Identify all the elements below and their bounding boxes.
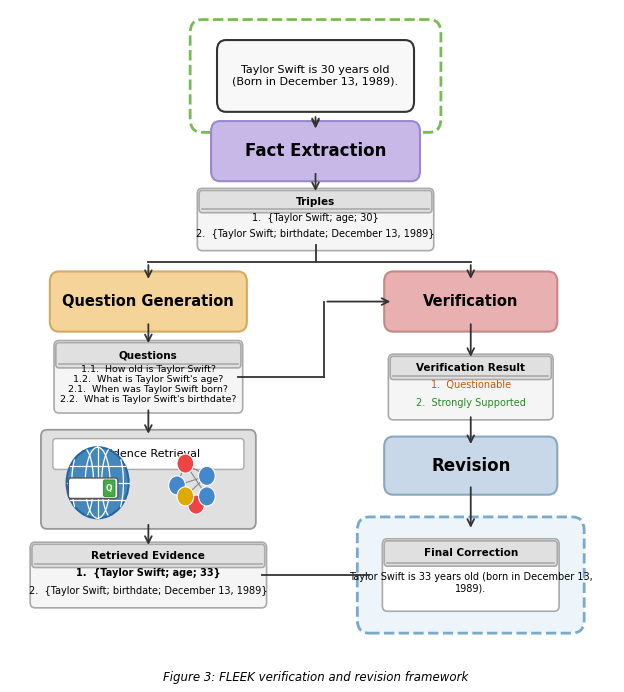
Text: 2.  {Taylor Swift; birthdate; December 13, 1989}: 2. {Taylor Swift; birthdate; December 13… xyxy=(29,585,268,596)
Text: Retrieved Evidence: Retrieved Evidence xyxy=(92,551,205,561)
Circle shape xyxy=(168,476,185,495)
FancyBboxPatch shape xyxy=(190,19,441,132)
FancyBboxPatch shape xyxy=(56,343,241,368)
Text: 2.2.  What is Taylor Swift's birthdate?: 2.2. What is Taylor Swift's birthdate? xyxy=(60,395,236,404)
FancyBboxPatch shape xyxy=(50,271,247,331)
Text: Fact Extraction: Fact Extraction xyxy=(245,142,386,160)
FancyBboxPatch shape xyxy=(384,541,557,566)
FancyBboxPatch shape xyxy=(69,478,118,498)
FancyBboxPatch shape xyxy=(217,40,414,112)
FancyBboxPatch shape xyxy=(383,539,559,611)
FancyBboxPatch shape xyxy=(358,517,584,633)
Text: 1.  {Taylor Swift; age; 30}: 1. {Taylor Swift; age; 30} xyxy=(252,212,379,223)
Text: Taylor Swift is 30 years old
(Born in December 13, 1989).: Taylor Swift is 30 years old (Born in De… xyxy=(233,65,399,86)
Text: 2.  {Taylor Swift; birthdate; December 13, 1989}: 2. {Taylor Swift; birthdate; December 13… xyxy=(197,229,435,239)
Text: Final Correction: Final Correction xyxy=(424,549,518,558)
Circle shape xyxy=(177,454,193,473)
FancyBboxPatch shape xyxy=(390,356,552,379)
Circle shape xyxy=(67,447,129,518)
Text: 1.  {Taylor Swift; age; 33}: 1. {Taylor Swift; age; 33} xyxy=(76,568,221,578)
FancyBboxPatch shape xyxy=(384,437,557,495)
FancyBboxPatch shape xyxy=(54,340,243,413)
Text: Evidence Retrieval: Evidence Retrieval xyxy=(96,449,200,459)
FancyBboxPatch shape xyxy=(30,543,266,608)
Circle shape xyxy=(177,487,193,506)
FancyBboxPatch shape xyxy=(199,190,432,212)
Text: Revision: Revision xyxy=(431,457,510,475)
Text: Questions: Questions xyxy=(119,350,178,361)
FancyBboxPatch shape xyxy=(384,271,557,331)
FancyBboxPatch shape xyxy=(41,430,256,529)
FancyBboxPatch shape xyxy=(211,121,420,181)
Circle shape xyxy=(198,466,215,486)
Text: Verification: Verification xyxy=(423,294,519,309)
Text: 1.  Questionable: 1. Questionable xyxy=(431,380,511,390)
Text: Question Generation: Question Generation xyxy=(62,294,234,309)
Text: 2.  Strongly Supported: 2. Strongly Supported xyxy=(416,398,525,408)
Text: Verification Result: Verification Result xyxy=(416,363,525,373)
FancyBboxPatch shape xyxy=(197,188,434,251)
Text: Figure 3: FLEEK verification and revision framework: Figure 3: FLEEK verification and revisio… xyxy=(163,671,468,684)
Circle shape xyxy=(188,495,205,514)
Circle shape xyxy=(198,487,215,506)
FancyBboxPatch shape xyxy=(104,480,115,496)
FancyBboxPatch shape xyxy=(32,545,265,567)
Text: Q: Q xyxy=(106,484,112,493)
Text: 2.1.  When was Taylor Swift born?: 2.1. When was Taylor Swift born? xyxy=(69,385,228,394)
FancyBboxPatch shape xyxy=(388,354,553,420)
Text: Triples: Triples xyxy=(296,197,335,207)
Text: 1.1.  How old is Taylor Swift?: 1.1. How old is Taylor Swift? xyxy=(81,365,216,374)
FancyBboxPatch shape xyxy=(53,439,244,469)
Text: 1.2.  What is Taylor Swift's age?: 1.2. What is Taylor Swift's age? xyxy=(73,375,223,384)
Text: Taylor Swift is 33 years old (born in December 13,
1989).: Taylor Swift is 33 years old (born in De… xyxy=(349,572,593,594)
